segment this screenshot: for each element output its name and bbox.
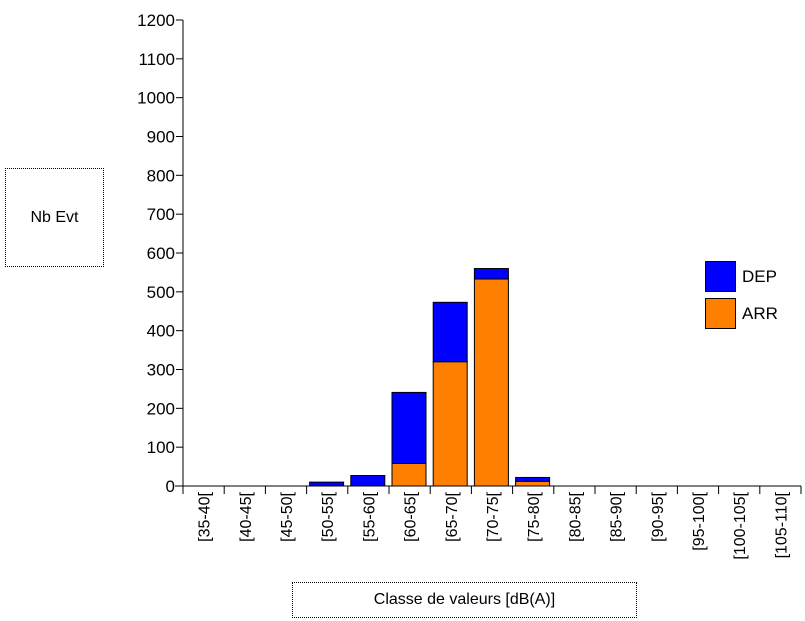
x-tick-label: [60-65[: [403, 491, 420, 541]
x-tick-label: [45-50[: [279, 491, 296, 541]
y-axis-label: Nb Evt: [5, 168, 104, 267]
y-tick-label: 500: [147, 283, 175, 302]
x-tick-label: [65-70[: [444, 491, 461, 541]
bar-dep: [473, 268, 509, 280]
y-tick-label: 300: [147, 361, 175, 380]
y-axis: 0 100 200 300 400 500 600 700 800 900 1000 1100 1200: [137, 11, 184, 496]
x-axis-label-text: Classe de valeurs [dB(A)]: [373, 591, 556, 608]
legend-swatch-dep: [705, 261, 736, 292]
y-tick-label: 800: [147, 166, 175, 185]
bars: [309, 268, 551, 487]
bar-dep: [515, 476, 551, 482]
x-tick-label: [50-55[: [320, 491, 337, 541]
y-tick-label: 400: [147, 322, 175, 341]
x-tick-label: [40-45[: [238, 491, 255, 541]
bar-arr: [473, 278, 509, 487]
y-tick-label: 1100: [138, 50, 175, 69]
y-tick-label: 0: [166, 477, 175, 496]
bar-dep: [432, 301, 468, 363]
y-tick-label: 600: [147, 244, 175, 263]
bar-dep: [391, 391, 427, 464]
y-tick-label: 1000: [137, 89, 175, 108]
x-tick-label: [75-80[: [526, 491, 543, 541]
x-axis: [35-40[ [40-45[ [45-50[ [50-55[ [55-60[ [60-6…: [175, 485, 802, 560]
legend: DEP ARR: [705, 258, 805, 332]
x-tick-label: [100-105[: [732, 491, 749, 559]
legend-item-arr: ARR: [705, 295, 805, 332]
x-tick-label: [70-75[: [485, 491, 502, 541]
y-tick-label: 700: [147, 205, 175, 224]
bar-arr: [432, 361, 468, 487]
x-tick-label: [85-90[: [609, 491, 626, 541]
x-axis-label: Classe de valeurs [dB(A)]: [292, 582, 637, 618]
y-tick-label: 1200: [137, 11, 175, 30]
x-tick-label: [80-85[: [567, 491, 584, 541]
legend-item-dep: DEP: [705, 258, 805, 295]
bar-arr: [391, 462, 427, 487]
y-tick-label: 200: [147, 399, 175, 418]
legend-label-dep: DEP: [742, 266, 777, 286]
legend-label-arr: ARR: [742, 303, 778, 323]
bar-arr: [515, 480, 551, 487]
x-tick-label: [95-100[: [691, 491, 708, 550]
x-tick-label: [55-60[: [361, 491, 378, 541]
bar-dep: [350, 475, 386, 487]
y-tick-label: 900: [147, 128, 175, 147]
y-axis-label-text: Nb Evt: [30, 208, 79, 226]
x-tick-label: [35-40[: [197, 491, 214, 541]
x-tick-label: [105-110[: [773, 491, 790, 558]
bar-dep: [309, 481, 345, 487]
y-tick-label: 100: [147, 438, 175, 457]
x-tick-label: [90-95[: [650, 491, 667, 541]
legend-swatch-arr: [705, 298, 736, 329]
